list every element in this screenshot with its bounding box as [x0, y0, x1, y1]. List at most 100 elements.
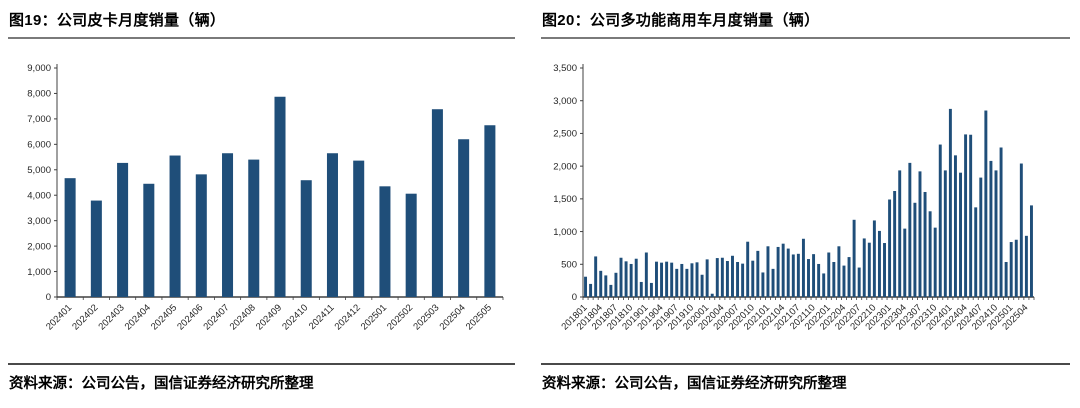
y-tick-label: 5,000 [27, 165, 51, 176]
x-tick-label: 202402 [70, 302, 100, 332]
bar [857, 267, 861, 297]
pickup-monthly-sales-bar-chart: 0 1,000 2,000 3,000 4,000 5,000 6,000 7,000 8,00… [27, 63, 504, 333]
bar [817, 263, 821, 297]
bar [751, 260, 755, 297]
bar [731, 255, 734, 297]
y-tick-label: 0 [572, 292, 577, 303]
bar [1004, 261, 1008, 297]
bar [893, 191, 897, 297]
y-tick-label: 500 [561, 259, 577, 270]
figure-20-chart-area: 0 500 1,000 1,500 2,000 2,500 3,000 3,500 201801… [541, 39, 1070, 363]
bar [1014, 239, 1018, 297]
figure-20-panel: 图20：公司多功能商用车月度销量（辆） 0 500 1,000 1,500 2,000 2… [541, 6, 1070, 393]
x-tick-label: 202403 [97, 302, 127, 332]
bar [888, 199, 892, 297]
bar [913, 202, 917, 297]
bar [695, 262, 699, 297]
bar [938, 144, 942, 297]
bar [604, 275, 608, 297]
bar [807, 259, 810, 297]
bar [1029, 205, 1033, 297]
bar [705, 259, 709, 297]
bar [786, 248, 790, 297]
y-tick-label: 6,000 [27, 140, 51, 151]
bar [655, 261, 658, 297]
bar [609, 284, 613, 297]
y-tick-label: 7,000 [27, 114, 51, 125]
bar [690, 263, 694, 297]
x-tick-label: 202410 [280, 302, 310, 332]
bar [918, 171, 922, 297]
y-tick-label: 2,000 [27, 241, 51, 252]
y-tick-label: 3,500 [553, 63, 577, 74]
bar [994, 170, 998, 297]
bar [898, 170, 902, 297]
bar [877, 230, 881, 297]
bar [791, 254, 795, 297]
figure-20-title: 图20：公司多功能商用车月度销量（辆） [541, 6, 1070, 39]
bar [928, 211, 932, 297]
figure-20-source: 资料来源：公司公告，国信证券经济研究所整理 [541, 363, 1070, 393]
bar [614, 272, 618, 297]
bar [776, 246, 780, 297]
x-tick-label: 202504 [438, 302, 468, 332]
bar [594, 256, 598, 297]
x-tick-label: 202406 [175, 302, 205, 332]
bar [680, 263, 684, 297]
y-tick-label: 9,000 [27, 63, 51, 74]
bar [431, 109, 443, 297]
bar [300, 180, 312, 297]
bar [933, 227, 937, 297]
bar [959, 172, 962, 297]
bar [974, 207, 978, 297]
bar [867, 242, 871, 297]
bar [746, 241, 750, 297]
x-tick-label: 202409 [254, 302, 284, 332]
figure-19-panel: 图19：公司皮卡月度销量（辆） 0 1,000 2,000 3,000 4,000 5,0… [8, 6, 515, 393]
figure-19-title: 图19：公司皮卡月度销量（辆） [8, 6, 515, 39]
bar [624, 261, 628, 297]
bar [883, 243, 886, 297]
y-tick-label: 1,000 [553, 227, 577, 238]
bar [761, 272, 765, 297]
bar [64, 178, 76, 297]
bar [353, 160, 365, 297]
bar [665, 261, 669, 297]
report-figures-row: 图19：公司皮卡月度销量（辆） 0 1,000 2,000 3,000 4,000 5,0… [8, 6, 1070, 393]
bar [842, 265, 846, 297]
bar [832, 261, 836, 297]
bar [700, 274, 704, 297]
y-tick-label: 8,000 [27, 89, 51, 100]
bar [379, 186, 391, 297]
bar [771, 268, 775, 297]
y-tick-label: 3,000 [27, 216, 51, 227]
bar [812, 254, 816, 297]
y-tick-label: 2,500 [553, 129, 577, 140]
y-tick-label: 0 [46, 292, 51, 303]
bar [222, 153, 234, 297]
mpv-monthly-sales-bar-chart: 05001,0001,5002,0002,5003,0003,500201801… [553, 63, 1035, 333]
x-tick-label: 202404 [123, 302, 153, 332]
bar [979, 177, 983, 297]
bar [948, 108, 952, 298]
bar [675, 268, 679, 297]
bar [599, 270, 603, 297]
y-tick-label: 1,000 [27, 267, 51, 278]
bar [90, 200, 102, 297]
bar [964, 134, 968, 297]
x-tick-label: 202412 [333, 302, 363, 332]
bar [710, 293, 714, 297]
bar [943, 170, 947, 297]
bar [720, 257, 724, 297]
bar [458, 139, 470, 297]
x-tick-label: 202502 [385, 302, 415, 332]
bar [715, 258, 719, 297]
bar [847, 257, 851, 297]
bar [736, 261, 740, 297]
bar [837, 246, 841, 297]
bar [1009, 242, 1013, 297]
x-tick-label: 202411 [307, 302, 337, 332]
x-tick-label: 202501 [359, 302, 389, 332]
bar [908, 162, 912, 297]
bar [903, 228, 907, 297]
